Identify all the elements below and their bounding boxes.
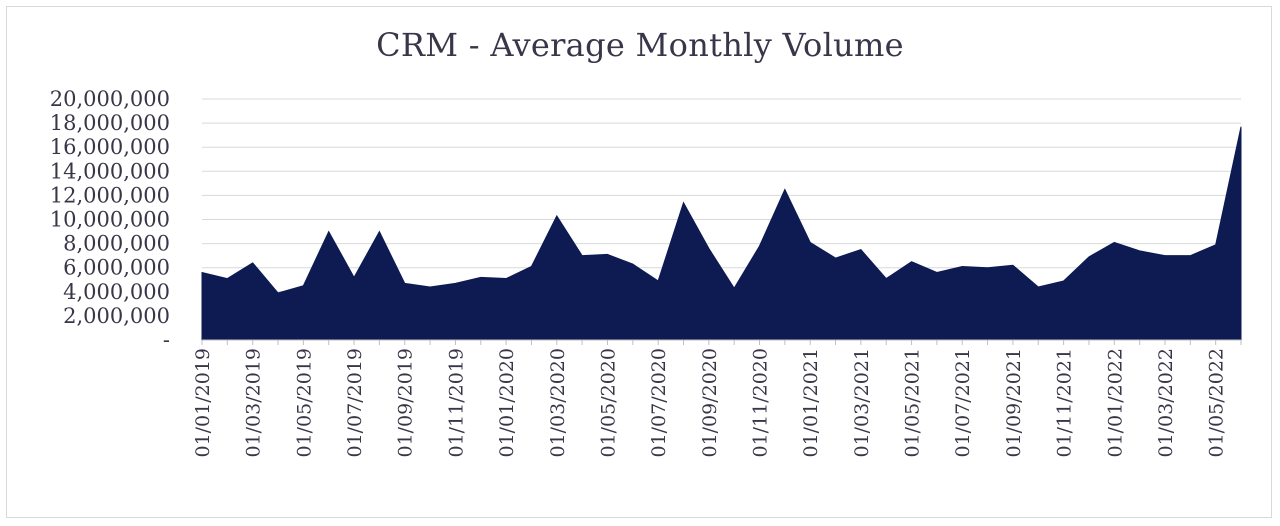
- data-point: [1087, 255, 1091, 259]
- data-point: [656, 279, 660, 283]
- y-tick-label: 6,000,000: [63, 256, 170, 280]
- x-tick-label: 01/05/2022: [1206, 348, 1228, 458]
- x-axis: [201, 339, 1242, 345]
- y-tick-label: 20,000,000: [50, 87, 170, 111]
- data-point: [1062, 279, 1066, 283]
- data-point: [605, 252, 609, 256]
- data-point: [707, 246, 711, 250]
- data-point: [403, 281, 407, 285]
- y-tick-label: 14,000,000: [50, 159, 170, 183]
- data-point: [1138, 249, 1142, 253]
- data-point: [1011, 263, 1015, 267]
- x-tick-label: 01/01/2019: [192, 348, 214, 458]
- x-tick-label: 01/11/2020: [750, 348, 772, 458]
- x-tick-label: 01/07/2021: [952, 348, 974, 458]
- data-point: [1214, 243, 1218, 247]
- x-tick-label: 01/07/2020: [648, 348, 670, 458]
- chart-title: CRM - Average Monthly Volume: [376, 26, 904, 64]
- y-tick-label: 2,000,000: [63, 304, 170, 328]
- data-point: [783, 187, 787, 191]
- data-point: [631, 262, 635, 266]
- y-axis-labels: -2,000,0004,000,0006,000,0008,000,00010,…: [50, 87, 170, 352]
- data-point: [504, 277, 508, 281]
- data-point: [910, 260, 914, 264]
- x-tick-label: 01/01/2020: [496, 348, 518, 458]
- data-point: [276, 291, 280, 295]
- data-point: [732, 286, 736, 290]
- data-point: [960, 265, 964, 269]
- x-tick-label: 01/01/2021: [800, 348, 822, 458]
- data-point: [428, 285, 432, 289]
- y-tick-label: 12,000,000: [50, 183, 170, 207]
- x-axis-labels: 01/01/2019 01/03/2019 01/05/2019 01/07/2019…: [192, 348, 1228, 458]
- y-tick-label: -: [163, 328, 170, 352]
- x-tick-label: 01/01/2022: [1104, 348, 1126, 458]
- data-point: [1036, 285, 1040, 289]
- x-tick-label: 01/05/2021: [902, 348, 924, 458]
- x-tick-label: 01/05/2019: [293, 348, 315, 458]
- x-tick-label: 01/03/2019: [243, 348, 265, 458]
- y-tick-label: 10,000,000: [50, 208, 170, 232]
- data-point: [758, 244, 762, 248]
- data-point: [225, 277, 229, 281]
- data-point: [251, 261, 255, 265]
- data-point: [1163, 254, 1167, 258]
- x-tick-label: 01/09/2019: [395, 348, 417, 458]
- data-point: [327, 230, 331, 234]
- x-tick-label: 01/03/2020: [547, 348, 569, 458]
- data-point: [453, 281, 457, 285]
- x-tick-label: 01/11/2019: [445, 348, 467, 458]
- data-point: [884, 277, 888, 281]
- data-point: [1188, 254, 1192, 258]
- data-area: [200, 125, 1243, 341]
- x-tick-label: 01/11/2021: [1054, 348, 1076, 458]
- data-point: [580, 254, 584, 258]
- y-tick-label: 18,000,000: [50, 111, 170, 135]
- x-tick-label: 01/09/2020: [699, 348, 721, 458]
- data-point: [834, 256, 838, 260]
- x-tick-label: 01/05/2020: [597, 348, 619, 458]
- data-point: [808, 240, 812, 244]
- data-point: [200, 271, 204, 275]
- data-point: [681, 201, 685, 205]
- area-series: [201, 126, 1242, 341]
- data-point: [555, 214, 559, 218]
- x-tick-label: 01/03/2021: [851, 348, 873, 458]
- y-tick-label: 16,000,000: [50, 135, 170, 159]
- data-point: [1239, 125, 1243, 129]
- data-point: [529, 265, 533, 269]
- data-point: [1112, 240, 1116, 244]
- data-point: [352, 275, 356, 279]
- data-point: [859, 248, 863, 252]
- data-point: [301, 284, 305, 288]
- data-point: [986, 266, 990, 270]
- x-tick-label: 01/03/2022: [1155, 348, 1177, 458]
- data-point: [935, 271, 939, 275]
- chart-frame: [6, 6, 1272, 518]
- y-tick-label: 4,000,000: [63, 280, 170, 304]
- y-tick-label: 8,000,000: [63, 232, 170, 256]
- data-point: [377, 230, 381, 234]
- data-point: [479, 275, 483, 279]
- x-tick-label: 01/07/2019: [344, 348, 366, 458]
- x-tick-label: 01/09/2021: [1003, 348, 1025, 458]
